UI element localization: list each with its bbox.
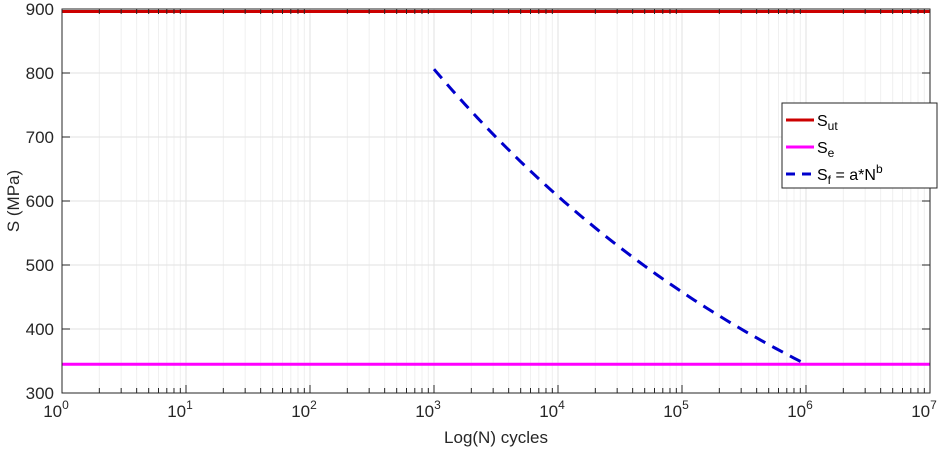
grid (61, 8, 930, 394)
x-tick-label: 101 (167, 398, 193, 421)
x-tick-label: 106 (787, 398, 813, 421)
y-tick-label: 900 (26, 0, 54, 19)
legend-entry-label: Se (817, 140, 835, 160)
legend-entry-label: Sf = a*Nb (817, 162, 883, 187)
x-tick-label: 102 (291, 398, 317, 421)
series-line-sf (432, 68, 807, 366)
x-tick-label: 100 (43, 398, 69, 421)
legend-entry-label: Sut (817, 113, 838, 133)
y-tick-label: 600 (26, 192, 54, 211)
y-tick-label: 500 (26, 256, 54, 275)
y-tick-label: 400 (26, 320, 54, 339)
axis-ticks: 300 400 500 600 700 800 900 100 101 102 103 104 105 1… (26, 0, 937, 421)
x-tick-label: 105 (663, 398, 689, 421)
y-tick-label: 700 (26, 128, 54, 147)
y-tick-label: 800 (26, 64, 54, 83)
x-axis-label: Log(N) cycles (444, 428, 548, 447)
y-tick-label: 300 (26, 384, 54, 403)
x-tick-label: 103 (415, 398, 441, 421)
x-tick-label: 104 (539, 398, 565, 421)
x-tick-label: 107 (911, 398, 937, 421)
series-lines (62, 10, 930, 366)
y-axis-label: S (MPa) (4, 170, 23, 232)
